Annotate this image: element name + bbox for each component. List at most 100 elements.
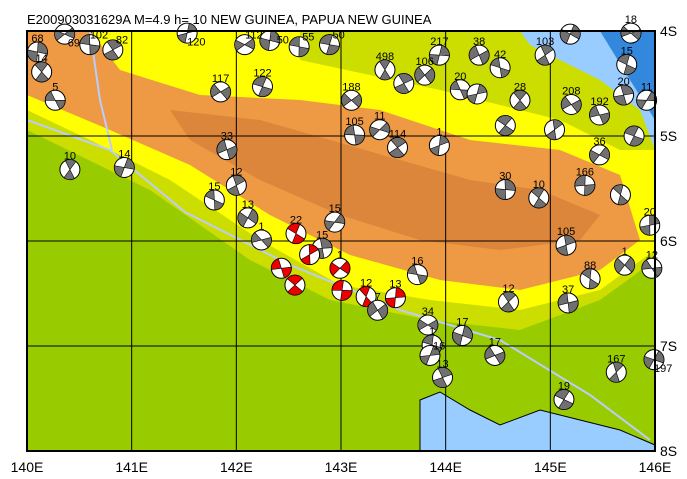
compression-quadrant xyxy=(379,59,391,71)
mechanism-label: 37 xyxy=(562,284,574,296)
mechanism-label: 36 xyxy=(593,136,605,148)
focal-mechanism xyxy=(489,57,511,79)
focal-mechanism xyxy=(419,344,441,366)
lon-tick-label: 145E xyxy=(534,459,567,475)
compression-quadrant xyxy=(630,29,642,41)
compression-quadrant xyxy=(114,165,125,178)
mechanism-label: 112 xyxy=(245,29,263,41)
compression-quadrant xyxy=(326,44,340,55)
compression-quadrant xyxy=(234,39,246,51)
mechanism-label: 1 xyxy=(258,221,264,233)
compression-quadrant xyxy=(612,361,624,373)
compression-quadrant xyxy=(319,34,333,45)
compression-quadrant xyxy=(260,236,272,248)
axis-labels: 140E 141E 142E 143E 144E 145E 146E 4S 5S 6S 7S 8S xyxy=(11,23,677,475)
compression-quadrant xyxy=(614,257,626,274)
compression-quadrant xyxy=(513,90,527,101)
focal-mechanism xyxy=(225,174,247,196)
compression-quadrant xyxy=(237,211,249,228)
compression-quadrant xyxy=(123,157,135,170)
compression-quadrant xyxy=(653,350,665,364)
focal-mechanism xyxy=(641,257,663,279)
mechanism-label: 103 xyxy=(536,36,554,48)
compression-quadrant xyxy=(499,67,510,78)
mechanism-label: 16 xyxy=(411,256,423,268)
compression-quadrant xyxy=(271,258,282,270)
focal-mechanism xyxy=(428,134,450,156)
compression-quadrant xyxy=(64,159,77,171)
mechanism-label: 105 xyxy=(345,116,363,128)
compression-quadrant xyxy=(624,125,639,137)
compression-quadrant xyxy=(584,184,596,196)
focal-mechanism xyxy=(216,139,238,161)
mechanism-label: 14 xyxy=(36,53,48,65)
mechanism-label: 18 xyxy=(625,14,637,26)
mechanism-label: 13 xyxy=(389,279,401,291)
compression-quadrant xyxy=(216,139,228,154)
mechanism-label: 17 xyxy=(456,317,468,329)
focal-mechanism xyxy=(234,34,256,56)
lat-tick-label: 8S xyxy=(660,443,677,459)
mechanism-label: 122 xyxy=(253,68,271,80)
mechanism-label: 14 xyxy=(118,149,130,161)
compression-quadrant xyxy=(513,99,527,111)
compression-quadrant xyxy=(204,189,215,201)
compression-quadrant xyxy=(427,319,439,331)
mechanism-label: 106 xyxy=(416,56,434,68)
lon-tick-label: 146E xyxy=(639,459,672,475)
lat-tick-label: 7S xyxy=(660,338,677,354)
compression-quadrant xyxy=(54,100,66,110)
compression-quadrant xyxy=(466,93,478,105)
focal-mechanism xyxy=(79,34,101,56)
compression-quadrant xyxy=(280,266,292,279)
compression-quadrant xyxy=(359,286,371,298)
compression-quadrant xyxy=(608,371,620,383)
compression-quadrant xyxy=(89,44,101,55)
compression-quadrant xyxy=(450,80,461,91)
compression-quadrant xyxy=(390,137,407,148)
compression-quadrant xyxy=(419,355,431,366)
compression-quadrant xyxy=(407,264,418,275)
mechanism-label: 28 xyxy=(514,81,526,93)
mechanism-label: 13 xyxy=(436,359,448,371)
lon-tick-label: 142E xyxy=(220,459,253,475)
compression-quadrant xyxy=(252,76,267,88)
compression-quadrant xyxy=(377,303,388,320)
mechanism-label: 12 xyxy=(646,249,658,261)
compression-quadrant xyxy=(623,64,637,75)
mechanism-label: 55 xyxy=(302,32,314,44)
focal-mechanism xyxy=(26,41,48,63)
focal-mechanism xyxy=(270,257,292,279)
focal-mechanism xyxy=(497,291,519,313)
mechanism-label: 50 xyxy=(333,29,345,41)
mechanism-label: 42 xyxy=(494,49,506,61)
mechanism-label: 167 xyxy=(607,353,625,365)
compression-quadrant xyxy=(589,105,600,118)
focal-mechanism xyxy=(210,81,232,103)
compression-quadrant xyxy=(37,41,48,55)
compression-quadrant xyxy=(468,45,480,61)
mechanism-label: 5 xyxy=(52,81,58,93)
focal-mechanism xyxy=(344,124,366,146)
mechanism-label: 117 xyxy=(212,73,230,85)
compression-quadrant xyxy=(536,54,550,66)
mechanism-label: 217 xyxy=(430,36,448,48)
compression-quadrant xyxy=(287,284,304,296)
focal-mechanism xyxy=(299,244,321,266)
compression-quadrant xyxy=(214,199,224,211)
mechanism-label: 38 xyxy=(473,36,485,48)
compression-quadrant xyxy=(533,197,547,209)
mechanism-label: 10 xyxy=(533,179,545,191)
compression-quadrant xyxy=(379,69,391,81)
compression-quadrant xyxy=(556,244,569,256)
compression-quadrant xyxy=(379,122,390,134)
focal-mechanism xyxy=(288,36,310,58)
compression-quadrant xyxy=(439,45,450,57)
compression-quadrant xyxy=(620,84,634,96)
focal-mechanism xyxy=(616,54,638,76)
compression-quadrant xyxy=(432,377,448,388)
focal-mechanism xyxy=(417,314,439,336)
compression-quadrant xyxy=(429,144,440,156)
mechanism-label: 10 xyxy=(64,151,76,163)
